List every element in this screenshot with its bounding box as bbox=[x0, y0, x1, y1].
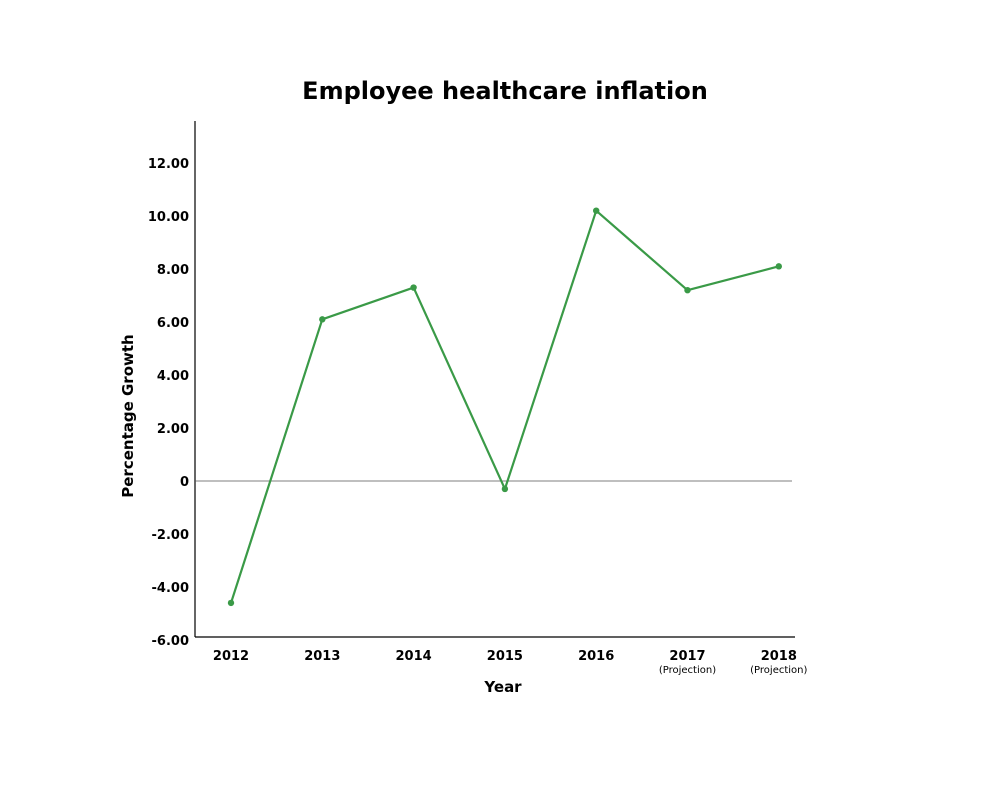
data-point bbox=[319, 316, 326, 323]
x-tick-label: 2015 bbox=[487, 649, 523, 664]
x-tick-label: 2014 bbox=[396, 649, 432, 664]
x-tick-note: (Projection) bbox=[659, 665, 716, 676]
y-tick-label: 12.00 bbox=[148, 157, 189, 172]
data-point bbox=[775, 263, 782, 270]
data-point bbox=[410, 284, 417, 291]
y-tick-label: 4.00 bbox=[157, 369, 189, 384]
x-axis-title: Year bbox=[483, 678, 522, 696]
series-line bbox=[229, 209, 780, 604]
y-tick-label: 2.00 bbox=[157, 422, 189, 437]
series-layer bbox=[227, 207, 782, 607]
x-tick-label: 2018 bbox=[761, 649, 797, 664]
y-tick-label: -6.00 bbox=[152, 634, 189, 649]
x-tick-note: (Projection) bbox=[750, 665, 807, 676]
x-tick-label: 2013 bbox=[304, 649, 340, 664]
y-axis-title: Percentage Growth bbox=[119, 334, 137, 497]
x-tick-labels: 2012 2013 2014 2015 2016 2017(Projection)2018… bbox=[213, 649, 808, 676]
x-tick-label: 2012 bbox=[213, 649, 249, 664]
y-tick-label: 6.00 bbox=[157, 316, 189, 331]
x-tick-label: 2017 bbox=[669, 649, 705, 664]
data-point bbox=[684, 287, 691, 294]
y-tick-label: -4.00 bbox=[152, 581, 189, 596]
y-tick-label: 10.00 bbox=[148, 210, 189, 225]
chart-title: Employee healthcare inflation bbox=[302, 77, 708, 105]
data-point bbox=[501, 485, 509, 493]
x-tick-label: 2016 bbox=[578, 649, 614, 664]
y-tick-label: 0 bbox=[180, 475, 189, 490]
y-tick-label: -2.00 bbox=[152, 528, 189, 543]
data-point bbox=[227, 599, 235, 607]
data-point bbox=[593, 207, 600, 214]
y-tick-labels: 12.00 10.00 8.00 6.00 4.00 2.00 0 -2.00 -4.00 -6.… bbox=[148, 157, 189, 649]
y-tick-label: 8.00 bbox=[157, 263, 189, 278]
